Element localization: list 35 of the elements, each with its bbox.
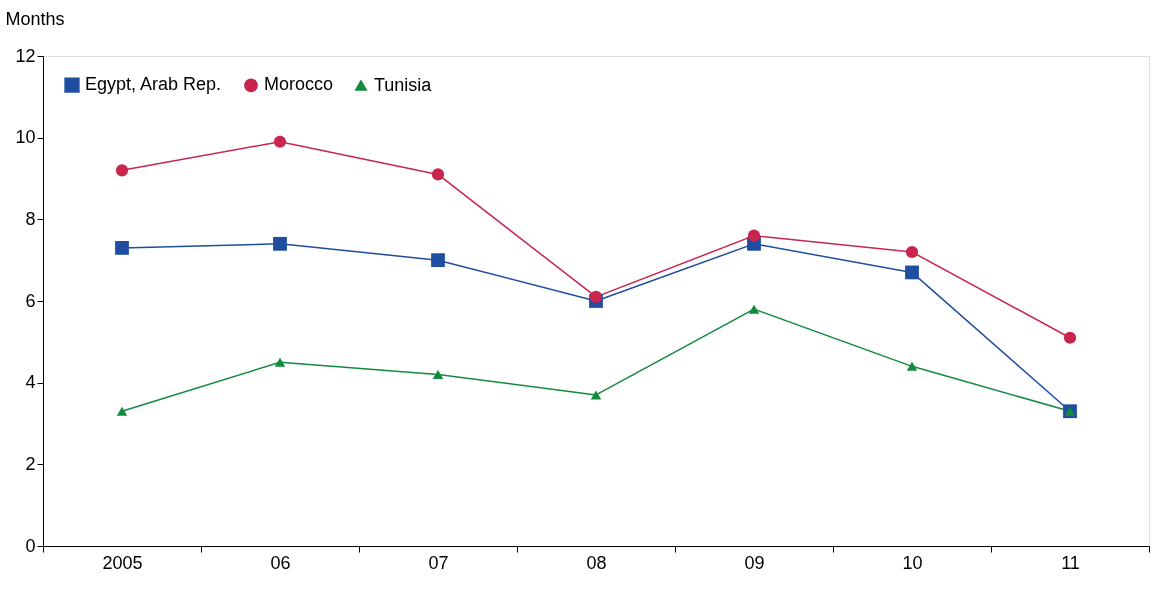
y-tick-label: 2: [25, 453, 36, 474]
y-tick-label: 6: [25, 290, 36, 311]
point: [747, 229, 761, 242]
y-tick-label: 0: [25, 535, 36, 556]
point: [431, 253, 445, 268]
point: [589, 290, 603, 304]
point: [115, 164, 129, 177]
y-tick-label: 12: [15, 45, 36, 66]
x-tick-label: 11: [1061, 552, 1080, 573]
x-tick-label: 2005: [102, 552, 143, 573]
point: [905, 245, 919, 259]
point: [432, 369, 444, 380]
point: [590, 390, 602, 400]
point: [748, 304, 760, 314]
point: [906, 361, 918, 371]
x-tick-label: 10: [902, 552, 923, 573]
y-tick-label: 10: [15, 127, 36, 148]
legend-label: Morocco: [264, 74, 334, 95]
x-tick-label: 06: [270, 552, 291, 573]
point: [273, 236, 287, 251]
x-tick-label: 07: [428, 552, 449, 573]
point: [116, 406, 128, 416]
x-tick-label: 08: [586, 552, 607, 573]
point: [431, 168, 445, 181]
point: [273, 135, 287, 148]
legend-label: Tunisia: [374, 74, 433, 95]
y-tick-label: 8: [25, 208, 36, 229]
y-tick-label: 4: [25, 372, 36, 393]
y-axis-title: Months: [5, 8, 65, 29]
point: [274, 357, 286, 367]
point: [905, 265, 919, 280]
x-tick-label: 09: [744, 552, 765, 573]
legend-label: Egypt, Arab Rep.: [85, 74, 222, 95]
point: [1063, 331, 1077, 344]
point: [115, 241, 129, 255]
